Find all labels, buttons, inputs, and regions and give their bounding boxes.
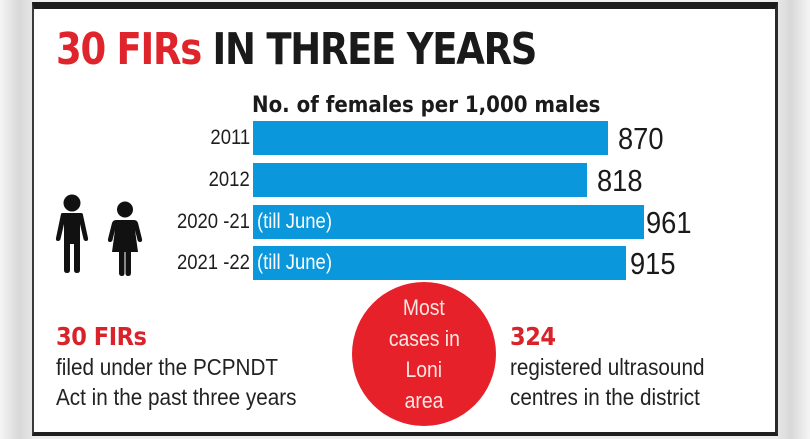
bar-note: (till June) bbox=[257, 210, 332, 233]
headline: 30 FIRs IN THREE YEARS bbox=[56, 24, 538, 76]
stat-firs-line-2: Act in the past three years bbox=[56, 384, 297, 410]
headline-highlight: 30 FIRs bbox=[56, 24, 202, 75]
male-figure-icon bbox=[55, 194, 89, 273]
stat-ultrasound-line-2: centres in the district bbox=[510, 384, 700, 410]
stat-ultrasound-number: 324 bbox=[510, 322, 556, 351]
bar-label: 2012 bbox=[208, 168, 250, 191]
background-edge-left bbox=[0, 0, 32, 439]
stat-firs-line-1: filed under the PCPNDT bbox=[56, 354, 279, 380]
bar: (till June) bbox=[253, 246, 626, 280]
callout-line-4: area bbox=[404, 388, 444, 413]
bar bbox=[253, 163, 587, 197]
bar-value: 915 bbox=[630, 246, 676, 281]
stat-ultrasound: 324 registered ultrasound centres in the… bbox=[510, 322, 704, 412]
female-figure-icon bbox=[107, 201, 143, 276]
bar-label: 2021 -22 bbox=[177, 251, 250, 274]
bar-value: 961 bbox=[646, 205, 692, 240]
bar bbox=[253, 121, 608, 155]
chart-title: No. of females per 1,000 males bbox=[252, 93, 601, 118]
bar-value: 818 bbox=[597, 163, 643, 198]
bar-row-2012: 2012 818 bbox=[34, 163, 780, 198]
stat-ultrasound-line-1: registered ultrasound bbox=[510, 354, 705, 380]
bar-row-2011: 2011 870 bbox=[34, 121, 780, 156]
headline-rest: IN THREE YEARS bbox=[212, 24, 538, 75]
stat-firs-number: 30 FIRs bbox=[56, 322, 147, 351]
loni-callout-circle: Most cases in Loni area bbox=[352, 282, 496, 426]
callout-line-3: Loni bbox=[405, 357, 443, 382]
bar-label: 2011 bbox=[210, 126, 250, 149]
stat-firs: 30 FIRs filed under the PCPNDT Act in th… bbox=[56, 322, 296, 412]
bar-note: (till June) bbox=[257, 251, 332, 274]
bar-row-2021-22: 2021 -22 (till June) 915 bbox=[34, 246, 780, 281]
infographic-frame: 30 FIRs IN THREE YEARS No. of females pe… bbox=[32, 2, 778, 436]
callout-line-1: Most bbox=[403, 295, 445, 320]
bar: (till June) bbox=[253, 205, 644, 239]
bar-label: 2020 -21 bbox=[177, 210, 250, 233]
bar-row-2020-21: 2020 -21 (till June) 961 bbox=[34, 205, 780, 240]
callout-line-2: cases in bbox=[388, 326, 460, 351]
background-edge-right bbox=[778, 0, 810, 439]
bar-value: 870 bbox=[618, 121, 664, 156]
